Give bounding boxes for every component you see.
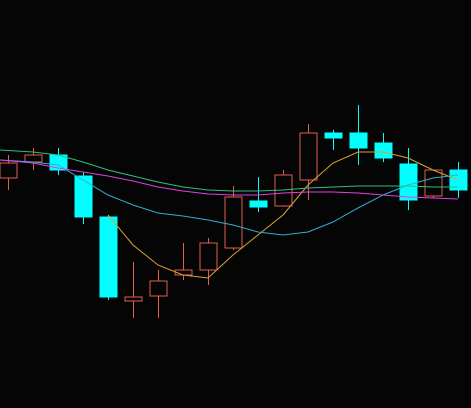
candle-body: [199, 242, 218, 271]
candle-body: [424, 169, 443, 197]
candle-body: [124, 296, 143, 302]
candle-body: [349, 132, 368, 149]
moving-average-line: [107, 151, 459, 279]
moving-average-line: [0, 159, 459, 200]
candle-body: [399, 163, 418, 201]
candle-body: [324, 132, 343, 139]
candle-body: [249, 200, 268, 208]
candle-body: [149, 280, 168, 297]
candle-body: [74, 175, 93, 218]
candle-body: [0, 162, 18, 179]
candle-body: [24, 154, 43, 163]
candle-body: [99, 216, 118, 298]
candle-body: [374, 142, 393, 159]
candle-body: [299, 132, 318, 181]
candle-body: [224, 196, 243, 249]
moving-average-line: [0, 149, 458, 192]
